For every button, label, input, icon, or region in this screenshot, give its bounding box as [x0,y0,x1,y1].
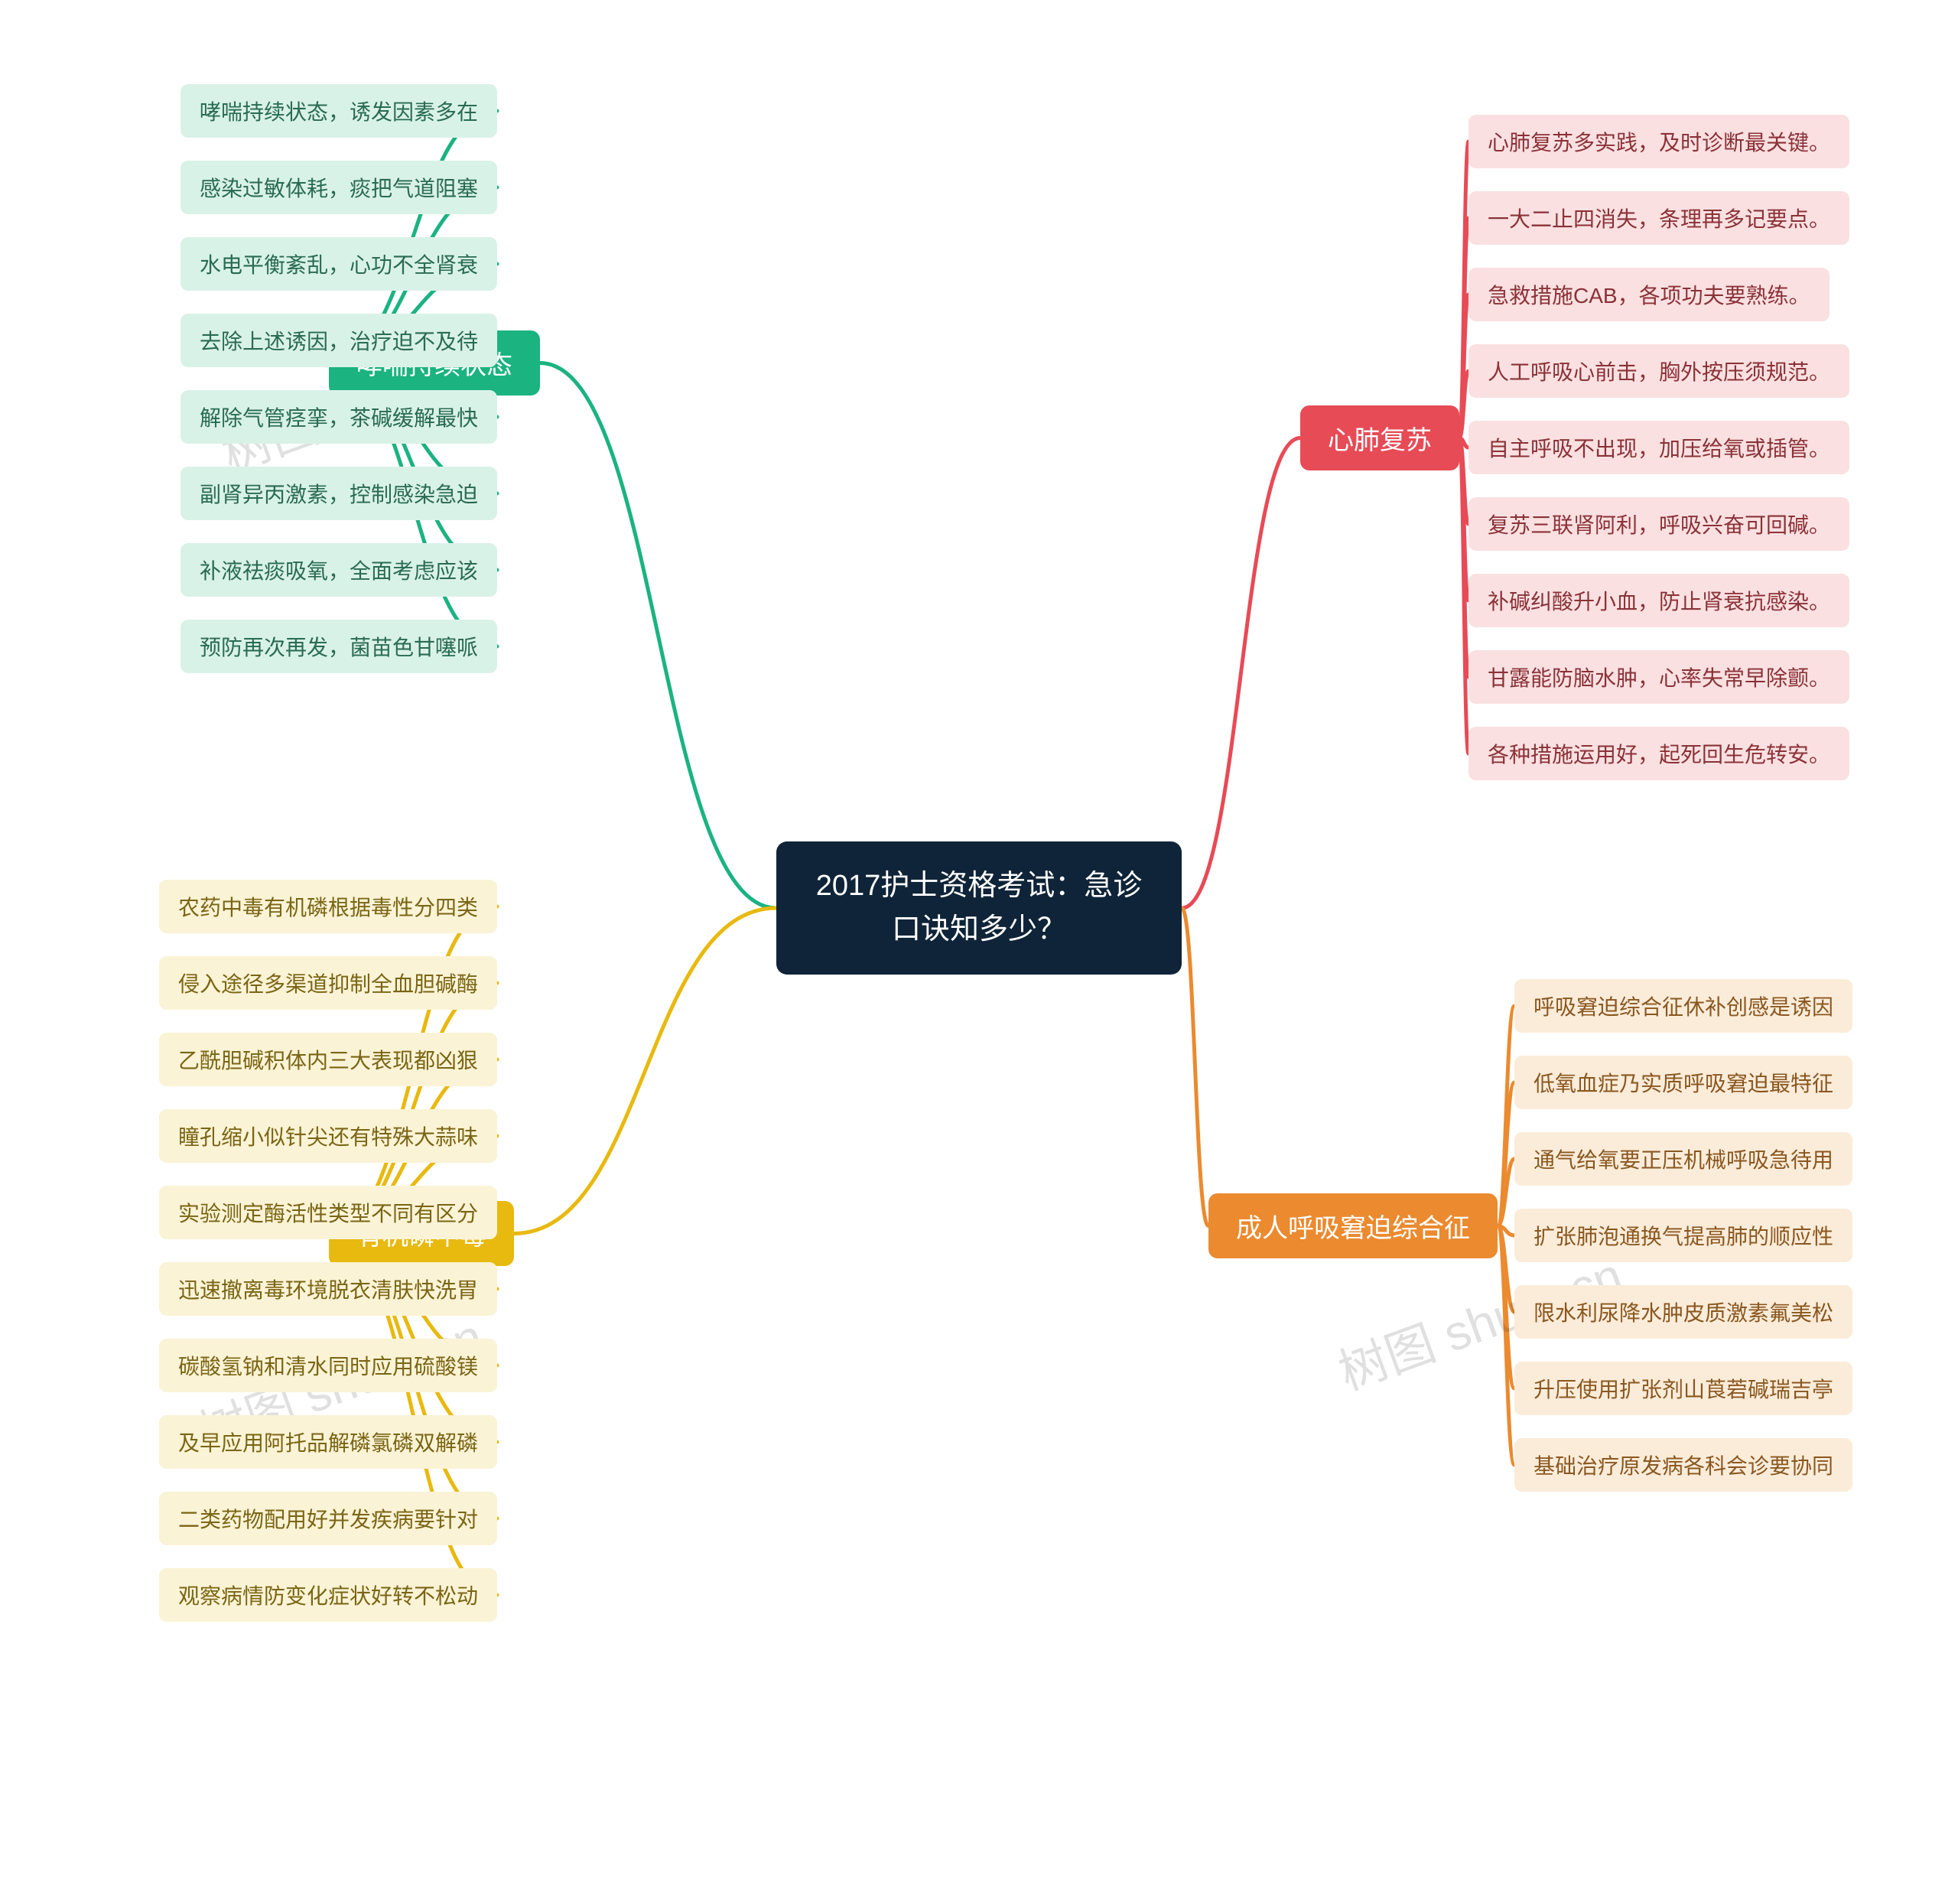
leaf-node[interactable]: 人工呼吸心前击，胸外按压须规范。 [1468,344,1849,398]
leaf-node[interactable]: 及早应用阿托品解磷氯磷双解磷 [159,1415,497,1469]
leaf-node[interactable]: 侵入途径多渠道抑制全血胆碱酶 [159,956,497,1010]
leaf-node[interactable]: 碳酸氢钠和清水同时应用硫酸镁 [159,1339,497,1392]
leaf-node[interactable]: 升压使用扩张剂山莨菪碱瑞吉亭 [1514,1362,1852,1415]
leaf-node[interactable]: 通气给氧要正压机械呼吸急待用 [1514,1132,1852,1186]
branch-node-b4[interactable]: 成人呼吸窘迫综合征 [1208,1193,1498,1258]
leaf-node[interactable]: 低氧血症乃实质呼吸窘迫最特征 [1514,1056,1852,1109]
leaf-node[interactable]: 限水利尿降水肿皮质激素氟美松 [1514,1285,1852,1339]
leaf-node[interactable]: 基础治疗原发病各科会诊要协同 [1514,1438,1852,1492]
leaf-node[interactable]: 瞳孔缩小似针尖还有特殊大蒜味 [159,1109,497,1163]
leaf-node[interactable]: 水电平衡紊乱，心功不全肾衰 [181,237,497,291]
leaf-node[interactable]: 乙酰胆碱积体内三大表现都凶狠 [159,1033,497,1086]
leaf-node[interactable]: 补碱纠酸升小血，防止肾衰抗感染。 [1468,574,1849,627]
leaf-node[interactable]: 哮喘持续状态，诱发因素多在 [181,84,497,138]
leaf-node[interactable]: 甘露能防脑水肿，心率失常早除颤。 [1468,650,1849,704]
mindmap-canvas: 树图 shutu.cn树图 shutu.cn树图 shutu.cn2017护士资… [0,0,1958,1904]
branch-node-b3[interactable]: 心肺复苏 [1300,405,1459,470]
root-node[interactable]: 2017护士资格考试：急诊口诀知多少？ [776,841,1182,975]
leaf-node[interactable]: 实验测定酶活性类型不同有区分 [159,1186,497,1239]
leaf-node[interactable]: 急救措施CAB，各项功夫要熟练。 [1468,268,1830,321]
leaf-node[interactable]: 补液祛痰吸氧，全面考虑应该 [181,543,497,597]
leaf-node[interactable]: 观察病情防变化症状好转不松动 [159,1568,497,1622]
leaf-node[interactable]: 心肺复苏多实践，及时诊断最关键。 [1468,115,1849,168]
leaf-node[interactable]: 一大二止四消失，条理再多记要点。 [1468,191,1849,245]
leaf-node[interactable]: 副肾异丙激素，控制感染急迫 [181,467,497,520]
leaf-node[interactable]: 呼吸窘迫综合征休补创感是诱因 [1514,979,1852,1033]
leaf-node[interactable]: 自主呼吸不出现，加压给氧或插管。 [1468,421,1849,474]
leaf-node[interactable]: 复苏三联肾阿利，呼吸兴奋可回碱。 [1468,497,1849,551]
leaf-node[interactable]: 二类药物配用好并发疾病要针对 [159,1492,497,1545]
leaf-node[interactable]: 迅速撤离毒环境脱衣清肤快洗胃 [159,1262,497,1316]
leaf-node[interactable]: 各种措施运用好，起死回生危转安。 [1468,727,1849,780]
leaf-node[interactable]: 预防再次再发，菌苗色甘噻哌 [181,620,497,673]
leaf-node[interactable]: 解除气管痉挛，茶碱缓解最快 [181,390,497,444]
leaf-node[interactable]: 感染过敏体耗，痰把气道阻塞 [181,161,497,214]
leaf-node[interactable]: 扩张肺泡通换气提高肺的顺应性 [1514,1209,1852,1262]
leaf-node[interactable]: 去除上述诱因，治疗迫不及待 [181,314,497,367]
leaf-node[interactable]: 农药中毒有机磷根据毒性分四类 [159,880,497,933]
